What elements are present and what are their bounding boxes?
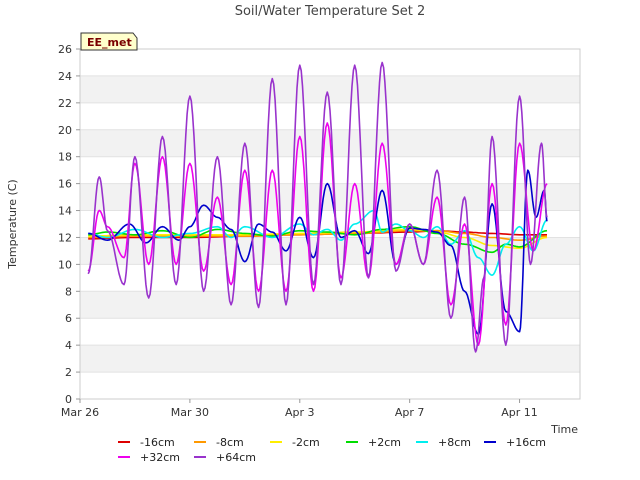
y-tick-label: 20	[58, 124, 72, 137]
y-tick-label: 26	[58, 43, 72, 56]
badge-label: EE_met	[87, 36, 132, 49]
x-axis-ticks: Mar 26 Mar 30 Apr 3 Apr 7 Apr 11	[61, 399, 538, 419]
y-tick-label: 18	[58, 151, 72, 164]
y-axis-title: Temperature (C)	[6, 179, 19, 269]
badge-box	[80, 32, 138, 51]
legend-label: -16cm	[140, 436, 175, 449]
legend-label: +16cm	[506, 436, 546, 449]
legend-item: +32cm	[118, 451, 180, 464]
y-tick-label: 22	[58, 97, 72, 110]
x-axis-title: Time	[550, 423, 578, 436]
legend-item: +8cm	[416, 436, 471, 449]
legend: -16cm -8cm -2cm +2cm +8cm +16cm +32cm +64cm	[118, 436, 546, 464]
legend-label: +64cm	[216, 451, 256, 464]
legend-item: -8cm	[194, 436, 244, 449]
x-tick-label: Apr 11	[501, 406, 538, 419]
plot-border	[79, 48, 581, 400]
y-tick-label: 10	[58, 258, 72, 271]
y-tick-label: 14	[58, 205, 72, 218]
series-line-16cm	[88, 169, 548, 336]
legend-item: +16cm	[484, 436, 546, 449]
grid-band	[80, 345, 580, 373]
x-tick-label: Mar 30	[171, 406, 209, 419]
grid-band	[80, 75, 580, 103]
series-line-2cm	[88, 225, 548, 254]
y-tick-label: 4	[65, 339, 72, 352]
legend-label: +2cm	[368, 436, 401, 449]
chart-title: Soil/Water Temperature Set 2	[235, 4, 426, 19]
legend-item: +64cm	[194, 451, 256, 464]
y-tick-label: 8	[65, 285, 72, 298]
grid-band	[80, 291, 580, 319]
y-tick-label: 0	[65, 393, 72, 406]
x-tick-label: Apr 3	[285, 406, 315, 419]
legend-label: -2cm	[292, 436, 320, 449]
y-tick-label: 24	[58, 70, 72, 83]
legend-item: -2cm	[270, 436, 320, 449]
legend-item: -16cm	[118, 436, 175, 449]
legend-label: +8cm	[438, 436, 471, 449]
x-tick-label: Mar 26	[61, 406, 99, 419]
x-tick-label: Apr 7	[395, 406, 425, 419]
station-badge: EE_met	[80, 32, 138, 51]
y-tick-label: 6	[65, 312, 72, 325]
y-tick-label: 2	[65, 366, 72, 379]
series-line-64cm	[87, 61, 548, 353]
y-tick-label: 12	[58, 231, 72, 244]
series-layer	[87, 61, 548, 353]
legend-label: -8cm	[216, 436, 244, 449]
legend-item: +2cm	[346, 436, 401, 449]
legend-label: +32cm	[140, 451, 180, 464]
y-tick-label: 16	[58, 178, 72, 191]
